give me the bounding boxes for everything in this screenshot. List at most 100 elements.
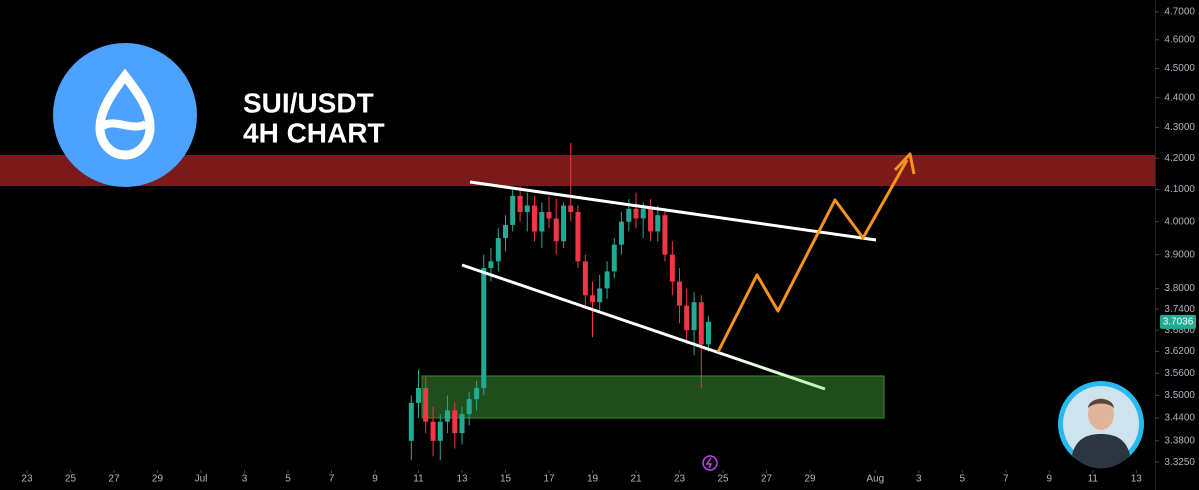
x-tick-label: 29: [152, 474, 164, 485]
y-tick-label: 4.0000: [1164, 216, 1195, 227]
candle-body: [488, 261, 494, 269]
upper-trendline: [469, 180, 877, 242]
y-tick-label: 3.8000: [1164, 283, 1195, 294]
x-tick-label: Aug: [866, 474, 884, 485]
candle-body: [655, 215, 661, 232]
candle-body: [539, 211, 545, 232]
x-tick-label: 25: [717, 474, 729, 485]
sui-logo-wave: [100, 119, 148, 131]
y-tick-label: 4.5000: [1164, 63, 1195, 74]
y-tick-label: 3.3800: [1164, 435, 1195, 446]
candle-body: [423, 387, 429, 422]
last-price-label: 3.7036: [1163, 316, 1194, 327]
x-tick-label: 21: [630, 474, 642, 485]
y-tick-label: 3.5600: [1164, 368, 1195, 379]
candle-body: [597, 288, 603, 303]
event-icon[interactable]: [702, 455, 718, 471]
x-tick-label: 17: [543, 474, 555, 485]
sui-logo: [53, 43, 197, 187]
y-tick-label: 3.9000: [1164, 249, 1195, 260]
y-tick-label: 3.6200: [1164, 346, 1195, 357]
x-tick-label: 11: [413, 474, 424, 485]
candle-body: [705, 321, 711, 345]
x-tick-label: 3: [916, 474, 922, 485]
candle-body: [691, 302, 697, 331]
x-tick-label: 9: [372, 474, 378, 485]
x-tick-label: 9: [1047, 474, 1053, 485]
y-tick-label: 3.3250: [1164, 457, 1195, 468]
x-tick-label: 19: [587, 474, 599, 485]
candle-body: [553, 218, 559, 242]
candle-body: [640, 208, 646, 219]
candle-body: [618, 221, 624, 245]
candle-body: [589, 295, 596, 303]
x-tick-label: 13: [1131, 474, 1143, 485]
y-tick-label: 3.5000: [1164, 390, 1195, 401]
y-tick-label: 3.4400: [1164, 413, 1195, 424]
candle-body: [546, 211, 552, 219]
candle-body: [531, 205, 537, 232]
x-tick-label: 11: [1088, 474, 1099, 485]
y-tick-label: 4.6000: [1164, 34, 1195, 45]
candle-body: [604, 271, 610, 289]
avatar-body: [1072, 434, 1130, 469]
y-tick-label: 4.4000: [1164, 92, 1195, 103]
x-tick-label: 27: [761, 474, 773, 485]
candle-body: [561, 205, 567, 242]
candle-body: [568, 205, 574, 212]
x-tick-label: 29: [804, 474, 816, 485]
x-tick-label: 7: [1003, 474, 1009, 485]
last-price-box: [1160, 314, 1196, 329]
avatar-head: [1088, 398, 1114, 430]
x-tick-label: 15: [500, 474, 512, 485]
y-tick-label: 4.1000: [1164, 184, 1195, 195]
chart-subtitle: 4H CHART: [243, 117, 385, 148]
x-tick-label: 7: [329, 474, 335, 485]
x-tick-label: 3: [242, 474, 248, 485]
x-tick-label: Jul: [195, 474, 208, 485]
sui-logo-drop: [95, 68, 155, 160]
x-tick-label: 25: [65, 474, 77, 485]
y-tick-label: 4.7000: [1164, 6, 1195, 17]
x-tick-label: 23: [674, 474, 686, 485]
candle-body: [430, 421, 436, 441]
avatar-hair: [1088, 399, 1114, 408]
candle-body: [510, 195, 516, 225]
projection-path: [716, 159, 909, 353]
candle-body: [662, 215, 668, 255]
lower-trendline: [461, 263, 826, 391]
candle-body: [437, 421, 443, 441]
x-tick-label: 23: [21, 474, 33, 485]
y-tick-label: 4.3000: [1164, 122, 1195, 133]
candle-body: [466, 399, 472, 415]
candle-body: [459, 414, 465, 434]
candle-body: [474, 387, 480, 400]
candle-body: [626, 208, 632, 222]
x-tick-label: 5: [285, 474, 291, 485]
x-tick-label: 13: [456, 474, 468, 485]
candle-body: [524, 205, 530, 212]
candles: [408, 142, 711, 461]
projection-arrowhead: [893, 152, 916, 175]
candle-body: [684, 305, 690, 331]
y-tick-label: 4.2000: [1164, 153, 1195, 164]
resistance-zone: [0, 155, 1155, 186]
candle-body: [517, 195, 523, 212]
support-zone: [421, 375, 885, 419]
candle-body: [481, 268, 487, 388]
y-tick-label: 3.6800: [1164, 325, 1195, 336]
candle-body: [648, 208, 654, 232]
candle-body: [582, 261, 588, 296]
candle-body: [415, 387, 422, 403]
candle-body: [611, 244, 617, 272]
chart-title: SUI/USDT: [243, 87, 374, 118]
candle-body: [677, 281, 683, 306]
x-tick-label: 5: [960, 474, 966, 485]
candle-body: [575, 211, 581, 262]
axes: 4.7000 4.6000 4.5000 4.4000 4.3000 4.2000 4.10…: [21, 0, 1196, 490]
candle-body: [502, 224, 509, 239]
candle-body: [633, 208, 639, 219]
candle-body: [444, 410, 450, 422]
